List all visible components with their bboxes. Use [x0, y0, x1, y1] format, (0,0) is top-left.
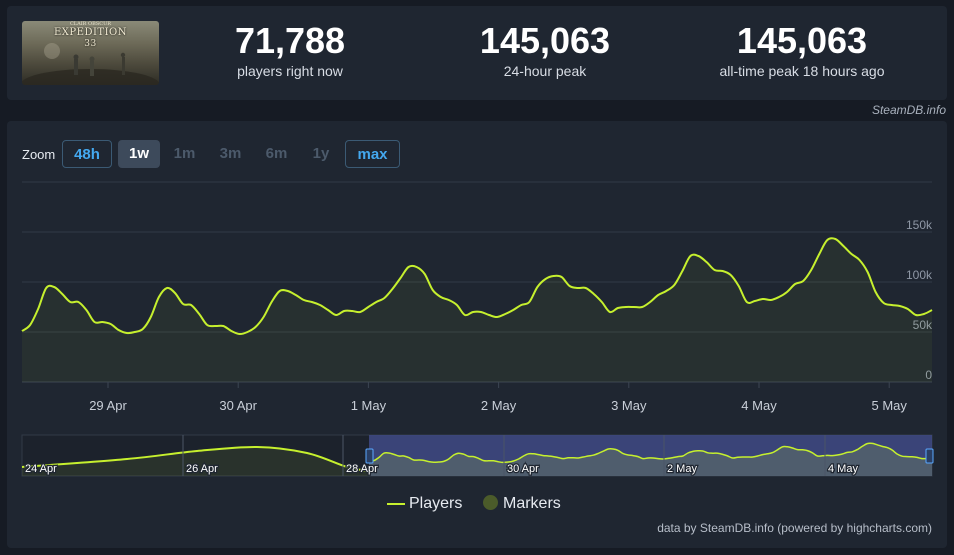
- player-count-chart[interactable]: 150k 100k 50k 0 29 Apr 30 Apr 1 May 2 May 3 May…: [7, 121, 947, 548]
- current-players-label: players right now: [237, 63, 343, 79]
- zoom-6m-button[interactable]: 6m: [265, 145, 288, 162]
- zoom-1m-button[interactable]: 1m: [173, 145, 196, 162]
- zoom-48h-button[interactable]: 48h: [62, 140, 112, 168]
- x-tick-label: 30 Apr: [219, 398, 257, 413]
- stat-all-time-peak: 145,063 all-time peak 18 hours ago: [692, 20, 912, 80]
- all-time-peak-value: 145,063: [736, 20, 868, 61]
- legend-players-label: Players: [409, 495, 463, 512]
- y-tick-label: 0: [925, 368, 932, 382]
- thumbnail-subtitle: CLAIR OBSCUR: [69, 21, 112, 27]
- navigator-label: 4 May: [828, 463, 858, 475]
- navigator-label: 30 Apr: [507, 463, 539, 475]
- x-tick-label: 29 Apr: [89, 398, 127, 413]
- zoom-3m-button[interactable]: 3m: [219, 145, 242, 162]
- navigator-label: 24 Apr: [25, 463, 57, 475]
- y-tick-label: 150k: [906, 218, 933, 232]
- 24h-peak-label: 24-hour peak: [503, 63, 587, 79]
- navigator-label: 2 May: [667, 463, 697, 475]
- game-thumbnail[interactable]: CLAIR OBSCUR EXPEDITION 33: [22, 21, 159, 85]
- navigator-history-area: [22, 446, 369, 476]
- thumbnail-title: EXPEDITION: [54, 27, 127, 38]
- grid-lines: [22, 231, 932, 383]
- y-axis-labels: 150k 100k 50k 0: [906, 218, 933, 382]
- navigator-label: 26 Apr: [186, 463, 218, 475]
- zoom-1y-button[interactable]: 1y: [312, 145, 330, 162]
- zoom-1w-button[interactable]: 1w: [118, 140, 160, 168]
- zoom-max-button[interactable]: max: [345, 140, 400, 168]
- all-time-peak-label: all-time peak 18 hours ago: [719, 63, 885, 79]
- legend-markers-label: Markers: [503, 495, 561, 512]
- x-tick-label: 1 May: [351, 398, 387, 413]
- x-tick-label: 4 May: [741, 398, 777, 413]
- highcharts-credit-link[interactable]: data by SteamDB.info (powered by highcha…: [657, 521, 932, 535]
- players-area-fill: [22, 238, 932, 382]
- x-tick-label: 2 May: [481, 398, 517, 413]
- x-tick-label: 3 May: [611, 398, 647, 413]
- navigator-right-handle[interactable]: [925, 448, 934, 464]
- thumbnail-art: [22, 43, 159, 85]
- steamdb-credit-link[interactable]: SteamDB.info: [871, 103, 946, 117]
- players-line: [21, 237, 933, 336]
- y-tick-label: 100k: [906, 268, 933, 282]
- navigator-series-line: [368, 442, 933, 464]
- legend-item-markers[interactable]: Markers: [483, 495, 561, 513]
- stat-24h-peak: 145,063 24-hour peak: [435, 20, 655, 80]
- navigator[interactable]: 24 Apr 26 Apr 28 Apr 30 Apr 2 May 4 May: [21, 434, 934, 477]
- stats-panel: CLAIR OBSCUR EXPEDITION 33 71,788 player…: [7, 6, 947, 100]
- y-tick-label: 50k: [913, 318, 933, 332]
- x-tick-label: 5 May: [871, 398, 907, 413]
- chart-panel: Zoom 48h 1w 1m 3m 6m 1y max 150k 100k 50k 0…: [7, 121, 947, 548]
- current-players-value: 71,788: [234, 20, 346, 61]
- thumbnail-number: 33: [84, 39, 97, 49]
- players-series: [21, 237, 933, 382]
- x-axis-labels: 29 Apr 30 Apr 1 May 2 May 3 May 4 May 5 May: [89, 382, 907, 413]
- navigator-left-handle[interactable]: [365, 448, 374, 464]
- stat-current-players: 71,788 players right now: [180, 20, 400, 80]
- markers-legend-circle: [483, 495, 498, 510]
- navigator-label: 28 Apr: [346, 463, 378, 475]
- navigator-series-area: [369, 443, 932, 476]
- 24h-peak-value: 145,063: [479, 20, 611, 61]
- legend-item-players[interactable]: Players: [387, 495, 462, 513]
- zoom-label: Zoom: [22, 147, 56, 162]
- navigator-history-line: [21, 445, 370, 472]
- players-legend-line: [387, 502, 405, 505]
